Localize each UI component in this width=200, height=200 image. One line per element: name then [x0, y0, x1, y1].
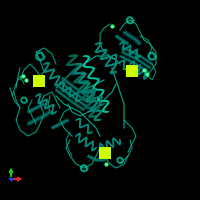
Point: [9, 177, 13, 181]
Point: [142, 68, 146, 72]
Point: [21, 74, 25, 78]
Point: [37, 79, 41, 83]
Point: [103, 151, 107, 155]
Point: [110, 24, 114, 28]
Point: [145, 73, 149, 76]
Point: [104, 162, 108, 166]
Point: [24, 79, 28, 82]
Point: [130, 69, 134, 73]
